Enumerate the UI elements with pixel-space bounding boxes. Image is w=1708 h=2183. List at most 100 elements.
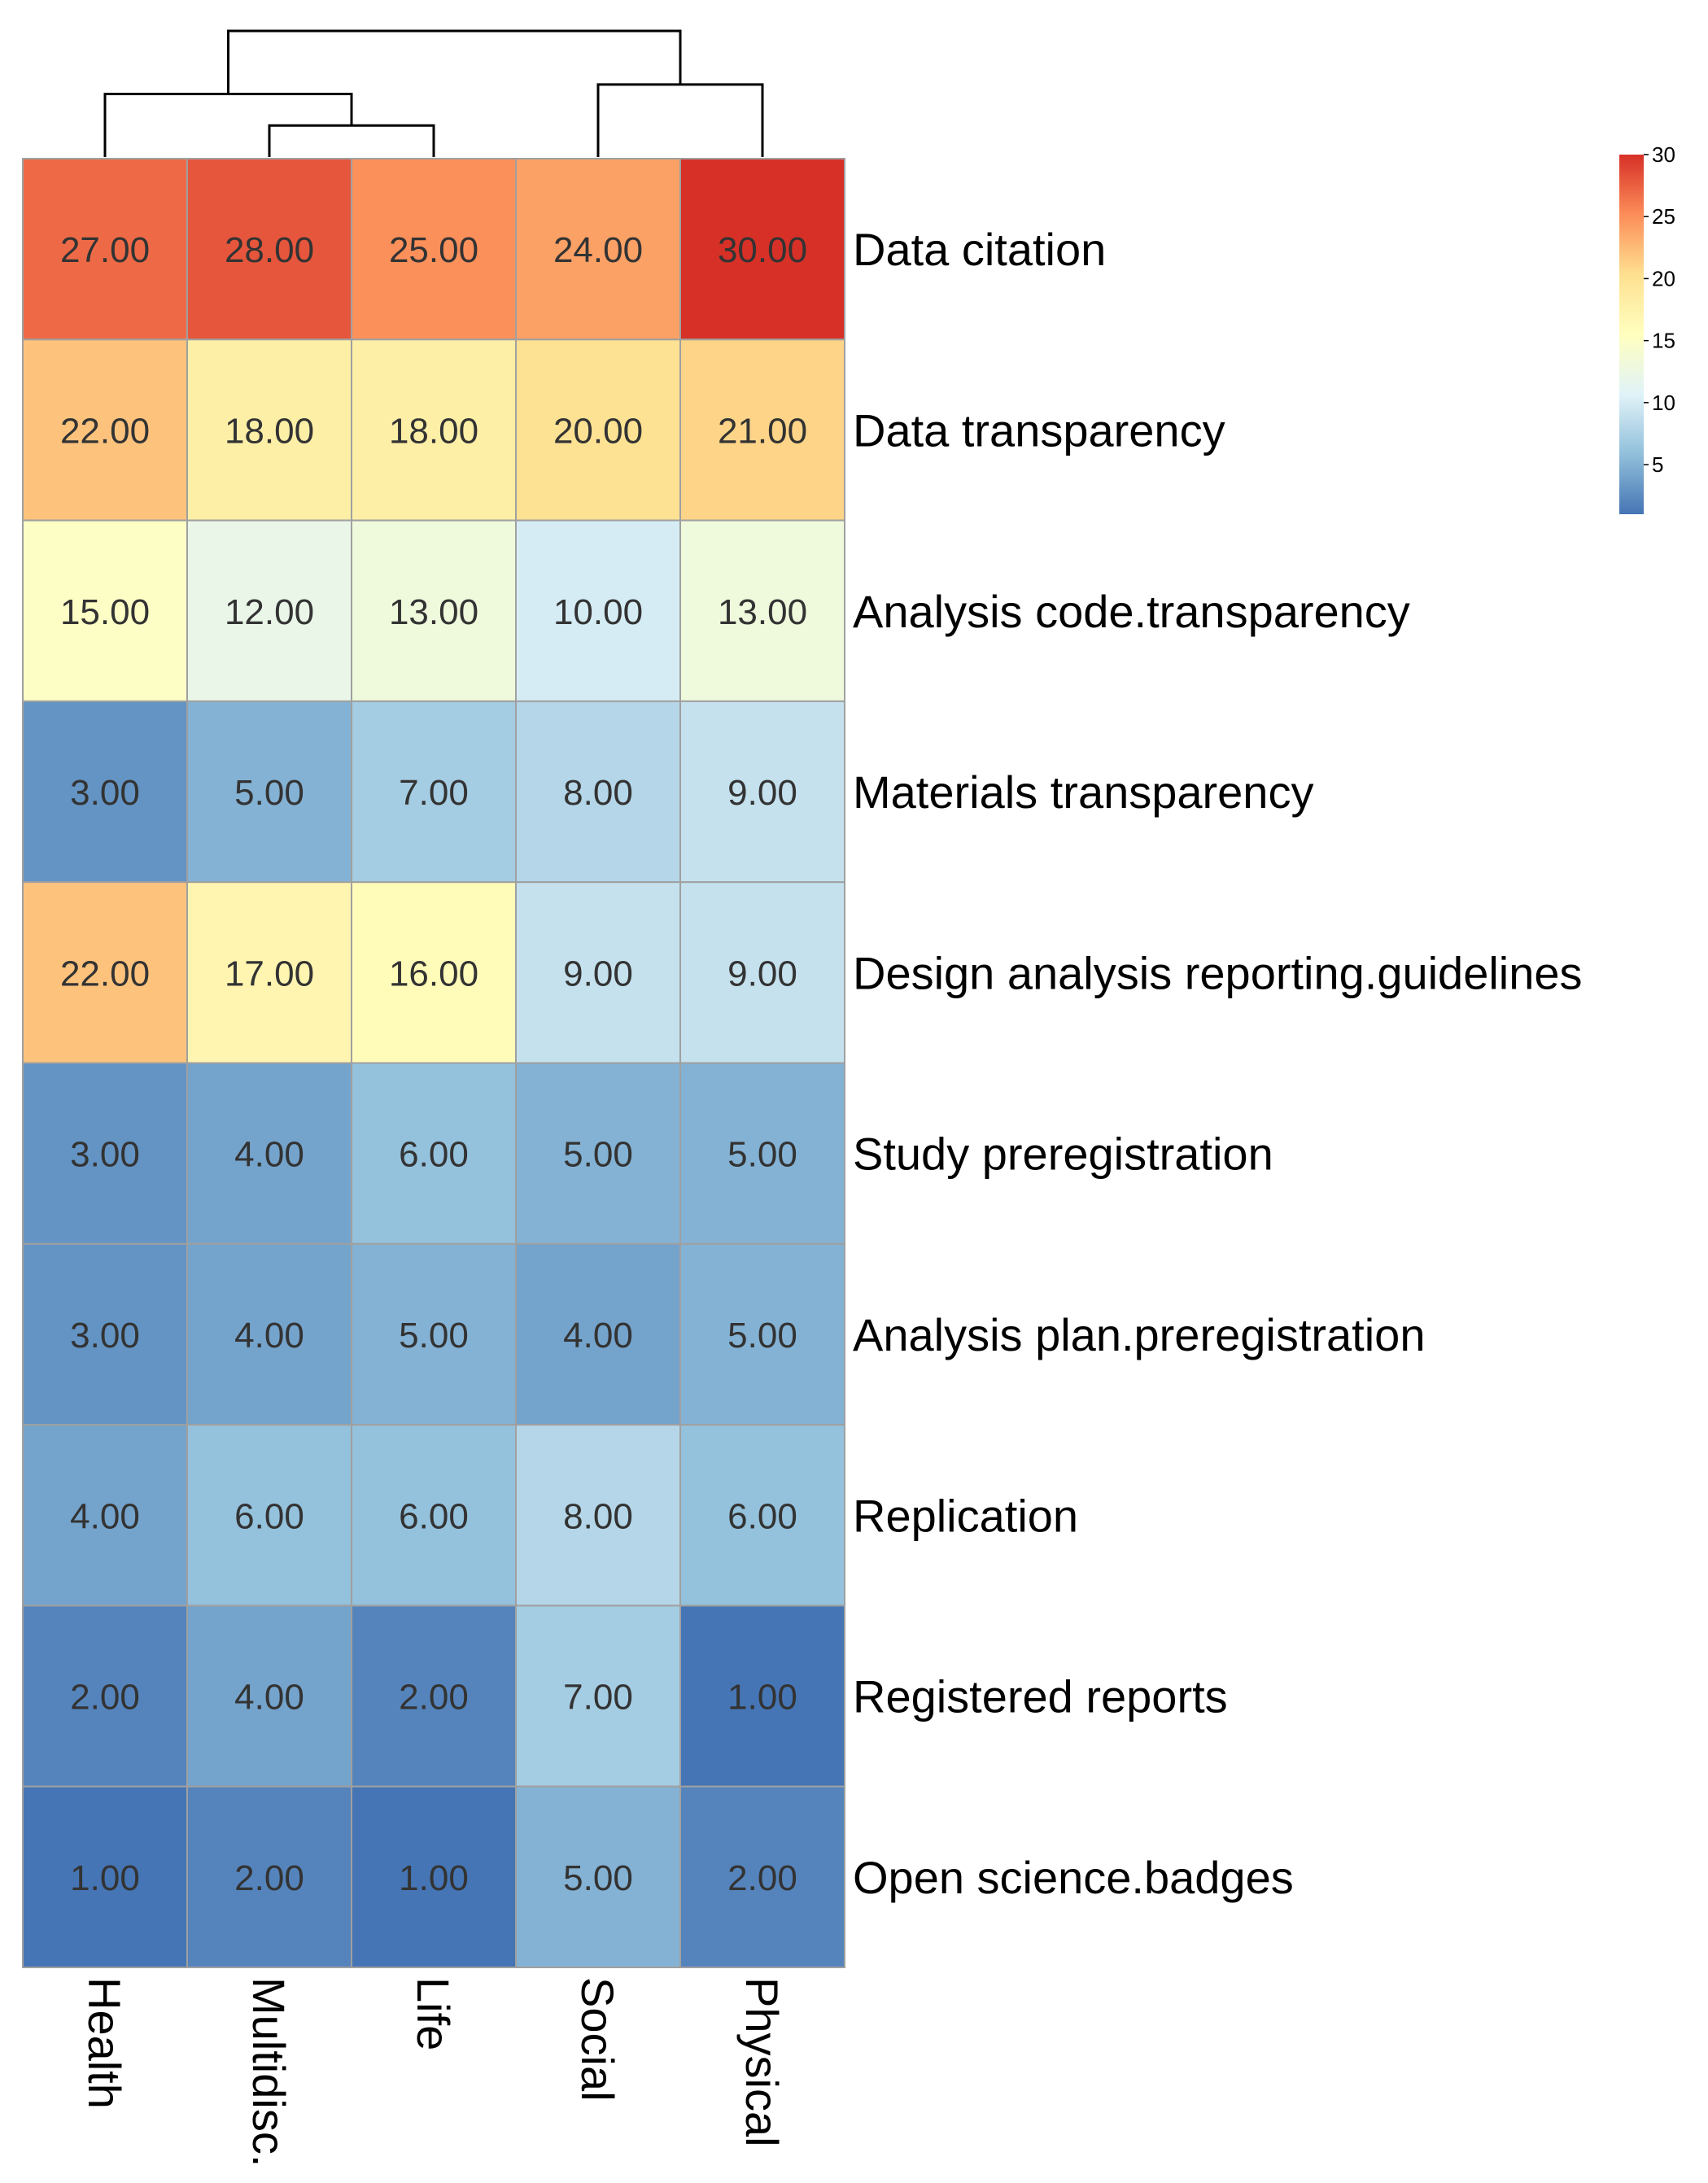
cell-value-label: 16.00 [389,954,478,993]
cell-value-label: 2.00 [399,1678,469,1718]
cell-value-label: 10.00 [553,592,643,632]
row-label-analysis-code-transparency: Analysis code.transparency [853,586,1410,637]
cell-value-label: 5.00 [563,1135,633,1175]
heatmap-cell-registered-reports-social [515,1605,681,1788]
column-label-physical: Physical [736,1977,788,2147]
cell-value-label: 5.00 [727,1316,797,1356]
cell-value-label: 4.00 [563,1316,633,1356]
heatmap-cell-analysis-plan-preregistration-health [22,1242,188,1426]
legend-tick-label: 10 [1652,391,1675,415]
heatmap-cell-data-transparency-multidisc [186,338,352,522]
cell-value-label: 13.00 [718,592,807,632]
cell-value-label: 2.00 [234,1858,304,1898]
cell-value-label: 27.00 [60,230,150,270]
heatmap-cell-data-transparency-health [22,338,188,522]
cell-value-label: 6.00 [727,1496,797,1536]
column-label-social: Social [572,1977,623,2102]
cell-value-label: 6.00 [399,1496,469,1536]
heatmap-cell-open-science-badges-physical [679,1785,845,1968]
cell-value-label: 1.00 [399,1858,469,1898]
heatmap-cell-materials-transparency-physical [679,700,845,884]
heatmap-cell-registered-reports-physical [679,1605,845,1788]
cell-value-label: 6.00 [234,1496,304,1536]
heatmap-cell-data-citation-health [22,158,188,341]
cell-value-label: 7.00 [399,773,469,813]
column-labels: Health Multidisc. Life Social Physical [79,1977,788,2167]
legend-tick-label: 30 [1652,142,1675,167]
dendrogram-branch [596,83,764,157]
heatmap-cell-study-preregistration-physical [679,1062,845,1245]
row-label-replication: Replication [853,1490,1078,1541]
heatmap-cell-study-preregistration-social [515,1062,681,1245]
heatmap-cell-analysis-plan-preregistration-physical [679,1242,845,1426]
heatmap-cell-data-citation-multidisc [186,158,352,341]
cell-value-label: 3.00 [70,773,140,813]
heatmap-cell-registered-reports-health [22,1605,188,1788]
heatmap-cell-analysis-plan-preregistration-multidisc [186,1242,352,1426]
dendrogram-branch [268,124,435,157]
cell-value-label: 7.00 [563,1678,633,1718]
heatmap-cell-analysis-code-transparency-multidisc [186,519,352,702]
heatmap-cell-open-science-badges-health [22,1785,188,1968]
row-label-materials-transparency: Materials transparency [853,766,1313,818]
cell-value-label: 24.00 [553,230,643,270]
cell-value-label: 4.00 [234,1678,304,1718]
cell-value-label: 8.00 [563,773,633,813]
column-dendrogram [103,29,764,157]
heatmap-cell-analysis-code-transparency-physical [679,519,845,702]
cell-value-label: 17.00 [225,954,314,993]
legend-tick-label: 20 [1652,266,1675,290]
column-label-life: Life [408,1977,459,2050]
heatmap-cell-analysis-code-transparency-health [22,519,188,702]
heatmap-cell-replication-life [351,1424,517,1607]
cell-value-label: 5.00 [234,773,304,813]
heatmap-cell-analysis-code-transparency-social [515,519,681,702]
cell-value-label: 9.00 [727,773,797,813]
heatmap-cell-data-transparency-social [515,338,681,522]
cell-value-label: 28.00 [225,230,314,270]
cell-value-label: 1.00 [727,1678,797,1718]
cell-value-label: 12.00 [225,592,314,632]
row-label-data-citation: Data citation [853,224,1106,275]
heatmap-cell-materials-transparency-life [351,700,517,884]
cell-value-label: 15.00 [60,592,150,632]
cell-value-label: 21.00 [718,411,807,451]
heatmap-cell-analysis-code-transparency-life [351,519,517,702]
cell-value-label: 18.00 [389,411,478,451]
cell-value-label: 4.00 [234,1316,304,1356]
row-label-study-preregistration: Study preregistration [853,1129,1273,1180]
heatmap-cell-materials-transparency-multidisc [186,700,352,884]
heatmap-cell-study-preregistration-health [22,1062,188,1245]
dendrogram-branch [227,29,682,94]
heatmap-cell-registered-reports-multidisc [186,1605,352,1788]
heatmap-cell-study-preregistration-multidisc [186,1062,352,1245]
column-label-multidisc: Multidisc. [243,1977,295,2167]
cell-value-label: 9.00 [727,954,797,993]
cell-value-label: 5.00 [399,1316,469,1356]
heatmap-cell-materials-transparency-health [22,700,188,884]
legend-tick-label: 15 [1652,329,1675,353]
cell-value-label: 6.00 [399,1135,469,1175]
cell-value-label: 9.00 [563,954,633,993]
legend-tick-label: 5 [1652,452,1663,477]
cell-value-label: 3.00 [70,1316,140,1356]
column-label-health: Health [79,1977,130,2109]
row-label-analysis-plan-preregistration: Analysis plan.preregistration [853,1309,1425,1360]
cell-value-label: 3.00 [70,1135,140,1175]
heatmap-cell-open-science-badges-life [351,1785,517,1968]
cell-value-label: 20.00 [553,411,643,451]
cell-value-label: 8.00 [563,1496,633,1536]
heatmap-cell-replication-physical [679,1424,845,1607]
heatmap-cell-design-analysis-reporting-guidelines-multidisc [186,881,352,1064]
cell-value-label: 2.00 [727,1858,797,1898]
cell-value-label: 1.00 [70,1858,140,1898]
row-labels: Data citation Data transparency Analysis c… [853,224,1583,1903]
row-label-design-analysis-reporting-guidelines: Design analysis reporting.guidelines [853,947,1583,998]
cell-value-label: 4.00 [70,1496,140,1536]
heatmap-cell-data-citation-life [351,158,517,341]
cell-value-label: 25.00 [389,230,478,270]
legend-tick-label: 25 [1652,204,1675,229]
row-label-registered-reports: Registered reports [853,1671,1228,1722]
cell-value-label: 2.00 [70,1678,140,1718]
cell-value-label: 13.00 [389,592,478,632]
